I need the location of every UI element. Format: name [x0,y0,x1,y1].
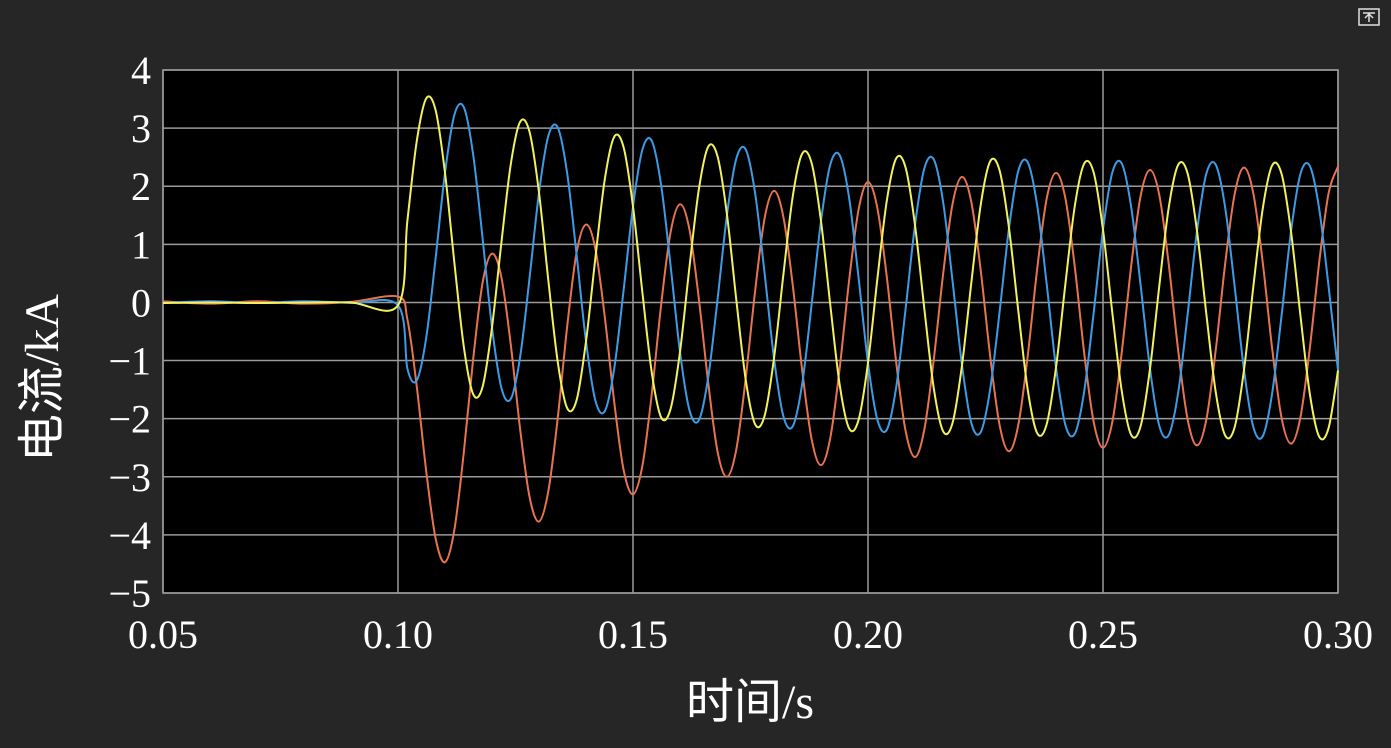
y-tick-label: −2 [108,397,151,442]
y-axis-label: 电流/kA [16,294,69,462]
x-tick-label: 0.05 [128,612,198,657]
series-line-group [162,95,1339,441]
x-tick-label: 0.20 [833,612,903,657]
y-tick-label: 2 [131,164,151,209]
y-tick-label: −4 [108,513,151,558]
x-tick-label: 0.25 [1068,612,1138,657]
x-axis-label: 时间/s [686,676,814,729]
x-tick-label: 0.15 [598,612,668,657]
series-line [162,102,1339,440]
undock-icon-frame [1358,8,1380,26]
y-tick-label: −3 [108,455,151,500]
series-line [162,95,1339,441]
undock-icon-arrow [1363,12,1375,22]
y-tick-label: 3 [131,106,151,151]
x-tick-label: 0.30 [1303,612,1373,657]
y-tick-label: 1 [131,222,151,267]
y-tick-label: −5 [108,571,151,616]
series-line [162,166,1339,564]
series-line-group [162,102,1339,440]
undock-button[interactable] [1358,8,1380,26]
y-tick-label: 4 [131,48,151,93]
plot-frame [162,69,1339,594]
y-tick-label: 0 [131,280,151,325]
x-tick-label: 0.10 [363,612,433,657]
series-line-group [162,166,1339,564]
y-tick-label: −1 [108,339,151,384]
